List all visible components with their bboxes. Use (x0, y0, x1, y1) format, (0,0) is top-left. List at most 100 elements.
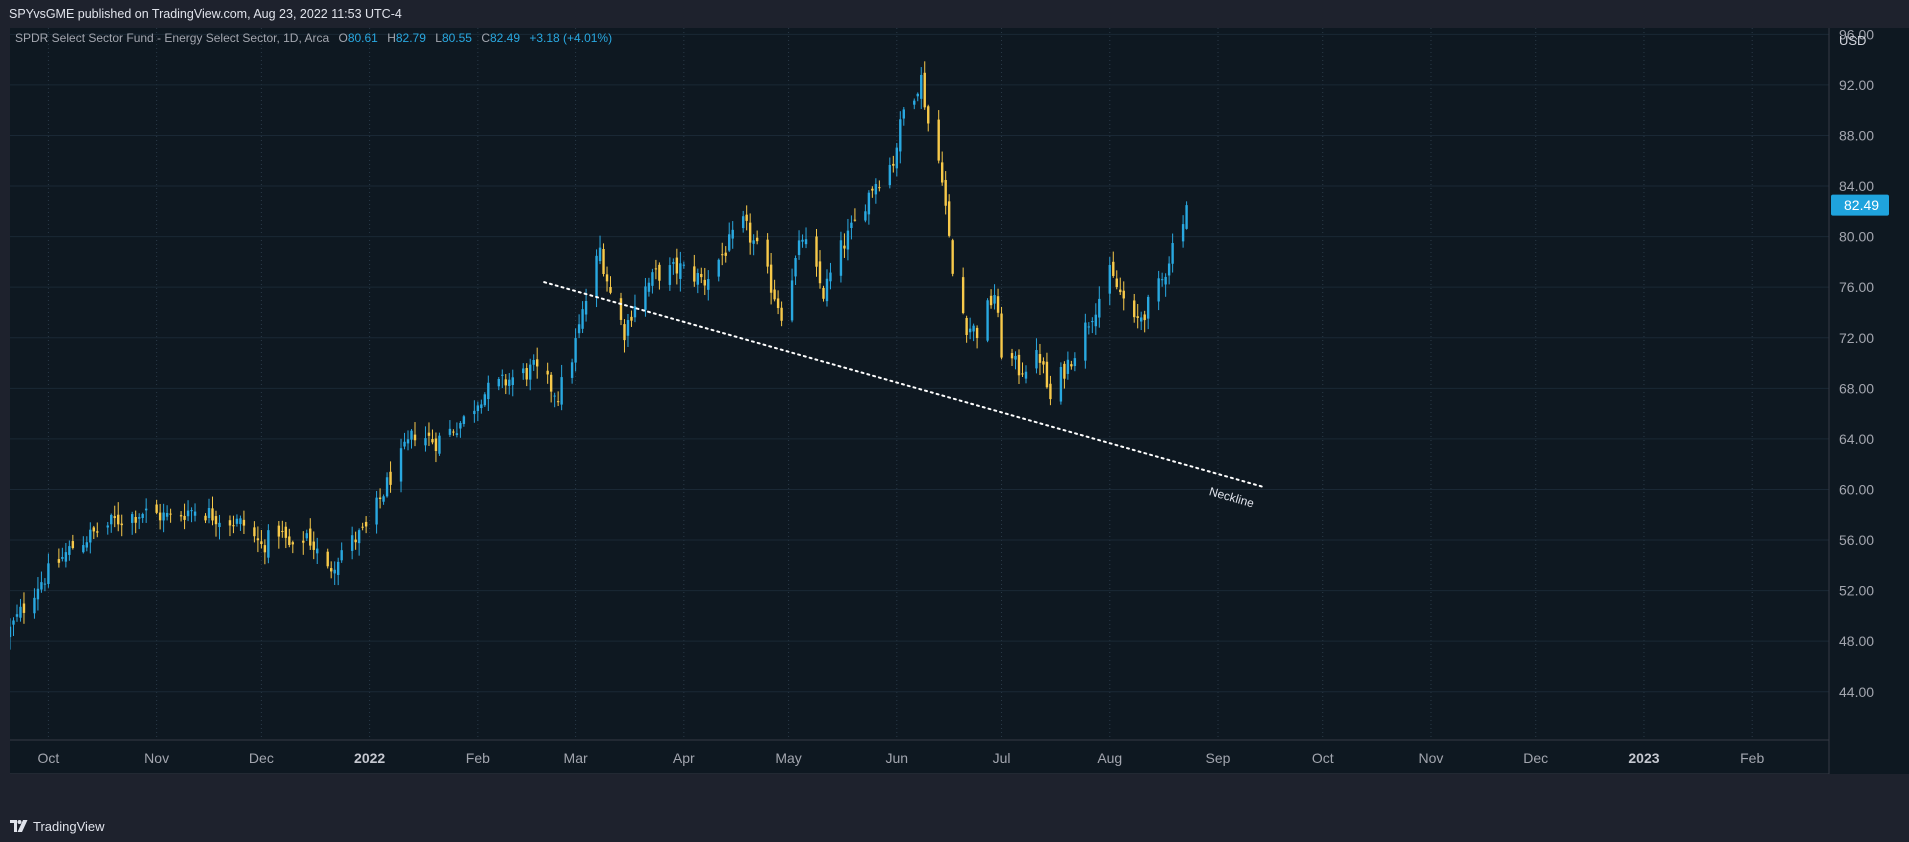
legend: SPDR Select Sector Fund - Energy Select … (15, 31, 612, 45)
candle-up (424, 438, 427, 446)
candle-up (438, 435, 441, 454)
candle-down (169, 513, 172, 515)
candle-up (696, 273, 699, 285)
candle-up (239, 518, 242, 525)
candle-down (312, 541, 315, 550)
candle-down (113, 516, 116, 519)
candle-down (745, 214, 748, 221)
candle-up (560, 377, 563, 405)
candle-down (766, 239, 769, 267)
candle-up (1094, 314, 1098, 327)
grid-layer: Oct Nov Dec 2022 Feb Mar Apr May Jun Jul Aug Sep Oct… (10, 28, 1830, 774)
legend-close-value: 82.49 (490, 31, 520, 45)
candle-down (878, 187, 881, 189)
candle-down (211, 508, 214, 521)
candle-up (235, 518, 239, 524)
candle-down (1122, 290, 1125, 299)
candle-down (975, 327, 979, 339)
y-tick-label: 68.00 (1839, 380, 1874, 396)
candle-down (623, 324, 626, 341)
legend-open-label: O (338, 31, 347, 45)
candle-down (427, 432, 431, 436)
candle-down (923, 72, 926, 108)
price-axis-background[interactable] (1829, 28, 1909, 774)
candle-up (385, 477, 389, 497)
candle-down (204, 515, 207, 521)
candle-up (577, 324, 581, 334)
candle-down (654, 268, 658, 270)
candle-down (232, 525, 235, 527)
candle-up (85, 542, 89, 548)
candle-up (532, 359, 535, 365)
currency-label: USD (1839, 33, 1866, 48)
candle-up (19, 606, 22, 618)
candle-down (892, 163, 895, 166)
y-tick-label: 52.00 (1839, 583, 1874, 599)
candle-up (1087, 326, 1091, 328)
candle-up (1066, 359, 1070, 374)
legend-close-label: C (481, 31, 490, 45)
candle-up (15, 614, 19, 617)
candle-up (61, 557, 64, 559)
candle-down (277, 525, 281, 537)
candle-up (82, 545, 85, 553)
last-price-tag-bg (1831, 194, 1889, 216)
candle-up (1073, 358, 1077, 367)
candle-down (256, 538, 260, 541)
candle-up (459, 422, 462, 429)
candle-up (626, 320, 630, 336)
legend-low-label: L (435, 31, 442, 45)
candle-down (724, 252, 727, 256)
candle-up (895, 147, 899, 169)
y-tick-label: 44.00 (1839, 684, 1874, 700)
candle-up (972, 325, 975, 332)
candle-up (480, 404, 483, 409)
candle-up (986, 300, 989, 341)
candle-up (644, 286, 647, 310)
candle-up (867, 192, 871, 215)
candlestick-chart[interactable]: Oct Nov Dec 2022 Feb Mar Apr May Jun Jul Aug Sep Oct… (10, 28, 1909, 774)
neckline-trendline[interactable] (543, 281, 1265, 488)
candle-down (326, 551, 329, 567)
chart-frame[interactable]: Oct Nov Dec 2022 Feb Mar Apr May Jun Jul Aug Sep Oct… (10, 28, 1909, 774)
candle-up (574, 338, 577, 363)
footer-bar: TradingView (0, 808, 1909, 842)
candle-down (853, 219, 857, 221)
candle-down (630, 316, 633, 321)
candle-up (497, 378, 500, 387)
candle-down (158, 512, 162, 521)
candle-up (508, 379, 511, 386)
x-tick-label: 2023 (1628, 750, 1659, 766)
candle-down (773, 289, 776, 300)
x-tick-label: May (775, 750, 801, 766)
y-tick-label: 72.00 (1839, 330, 1874, 346)
candle-up (186, 510, 190, 517)
x-tick-label: Jul (993, 750, 1011, 766)
candle-up (476, 405, 480, 412)
candle-down (120, 523, 123, 526)
candle-down (951, 240, 954, 274)
candle-down (549, 374, 553, 392)
candle-down (96, 531, 99, 533)
candle-down (260, 541, 263, 545)
tradingview-logo[interactable]: TradingView (10, 818, 105, 834)
candle-up (144, 508, 148, 511)
candle-up (448, 428, 452, 435)
candle-up (728, 234, 731, 251)
candle-up (340, 550, 343, 561)
candle-up (137, 517, 141, 519)
candle-up (804, 239, 808, 245)
legend-high-label: H (387, 31, 396, 45)
candle-up (1140, 317, 1143, 322)
candle-down (755, 237, 759, 242)
candle-up (165, 512, 169, 517)
candle-down (22, 603, 26, 613)
candle-up (1181, 224, 1185, 242)
candle-up (584, 300, 588, 315)
candle-down (693, 266, 696, 282)
price-axis[interactable]: 96.00 92.00 88.00 84.00 80.00 76.00 72.00 68.00… (1839, 28, 1874, 700)
candle-down (937, 119, 940, 161)
x-tick-label: Dec (249, 750, 274, 766)
candle-up (1035, 350, 1038, 369)
candle-up (207, 508, 211, 518)
